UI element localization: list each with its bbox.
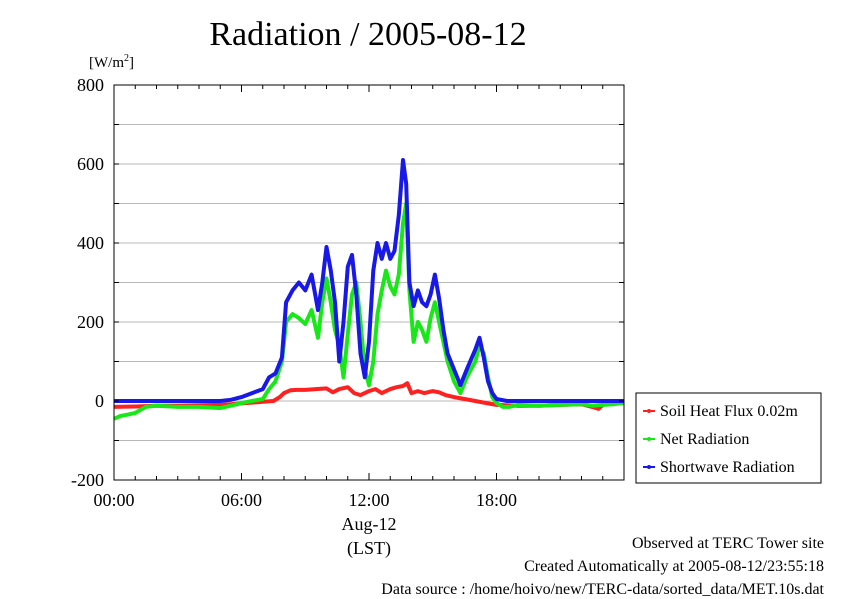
x-axis-title: (LST) bbox=[347, 538, 391, 559]
legend-marker bbox=[647, 409, 651, 413]
legend: Soil Heat Flux 0.02m Net Radiation Shortwa… bbox=[635, 392, 822, 484]
footer-observed: Observed at TERC Tower site bbox=[631, 535, 824, 552]
legend-label: Net Radiation bbox=[660, 431, 749, 448]
grid-lines bbox=[114, 84, 624, 481]
y-tick-label: -200 bbox=[71, 470, 104, 490]
y-tick-label: 400 bbox=[77, 233, 104, 253]
y-tick-label: 800 bbox=[77, 75, 104, 95]
series-line-3 bbox=[114, 158, 624, 403]
legend-label: Soil Heat Flux 0.02m bbox=[660, 403, 798, 420]
series-lines bbox=[113, 158, 625, 421]
y-axis-unit-close: ] bbox=[129, 55, 134, 71]
legend-label: Shortwave Radiation bbox=[660, 459, 795, 476]
y-axis-unit: [W/m2] bbox=[89, 53, 134, 71]
legend-box bbox=[635, 392, 822, 484]
y-axis-unit-base: [W/m bbox=[89, 55, 124, 71]
x-tick-label: 06:00 bbox=[221, 490, 262, 510]
x-tick-label: 00:00 bbox=[93, 490, 134, 510]
footer-source: Data source : /home/hoivo/new/TERC-data/… bbox=[381, 581, 824, 598]
legend-marker bbox=[647, 465, 651, 469]
footer-created: Created Automatically at 2005-08-12/23:5… bbox=[524, 558, 824, 575]
y-tick-label: 600 bbox=[77, 154, 104, 174]
x-axis-date-label: Aug-12 bbox=[342, 514, 397, 534]
y-tick-label: 0 bbox=[95, 391, 104, 411]
x-tick-label: 12:00 bbox=[348, 490, 389, 510]
chart-title: Radiation / 2005-08-12 bbox=[209, 16, 526, 53]
y-tick-label: 200 bbox=[77, 312, 104, 332]
y-axis-unit-superscript: 2 bbox=[124, 53, 129, 64]
legend-marker bbox=[647, 437, 651, 441]
x-tick-label: 18:00 bbox=[476, 490, 517, 510]
